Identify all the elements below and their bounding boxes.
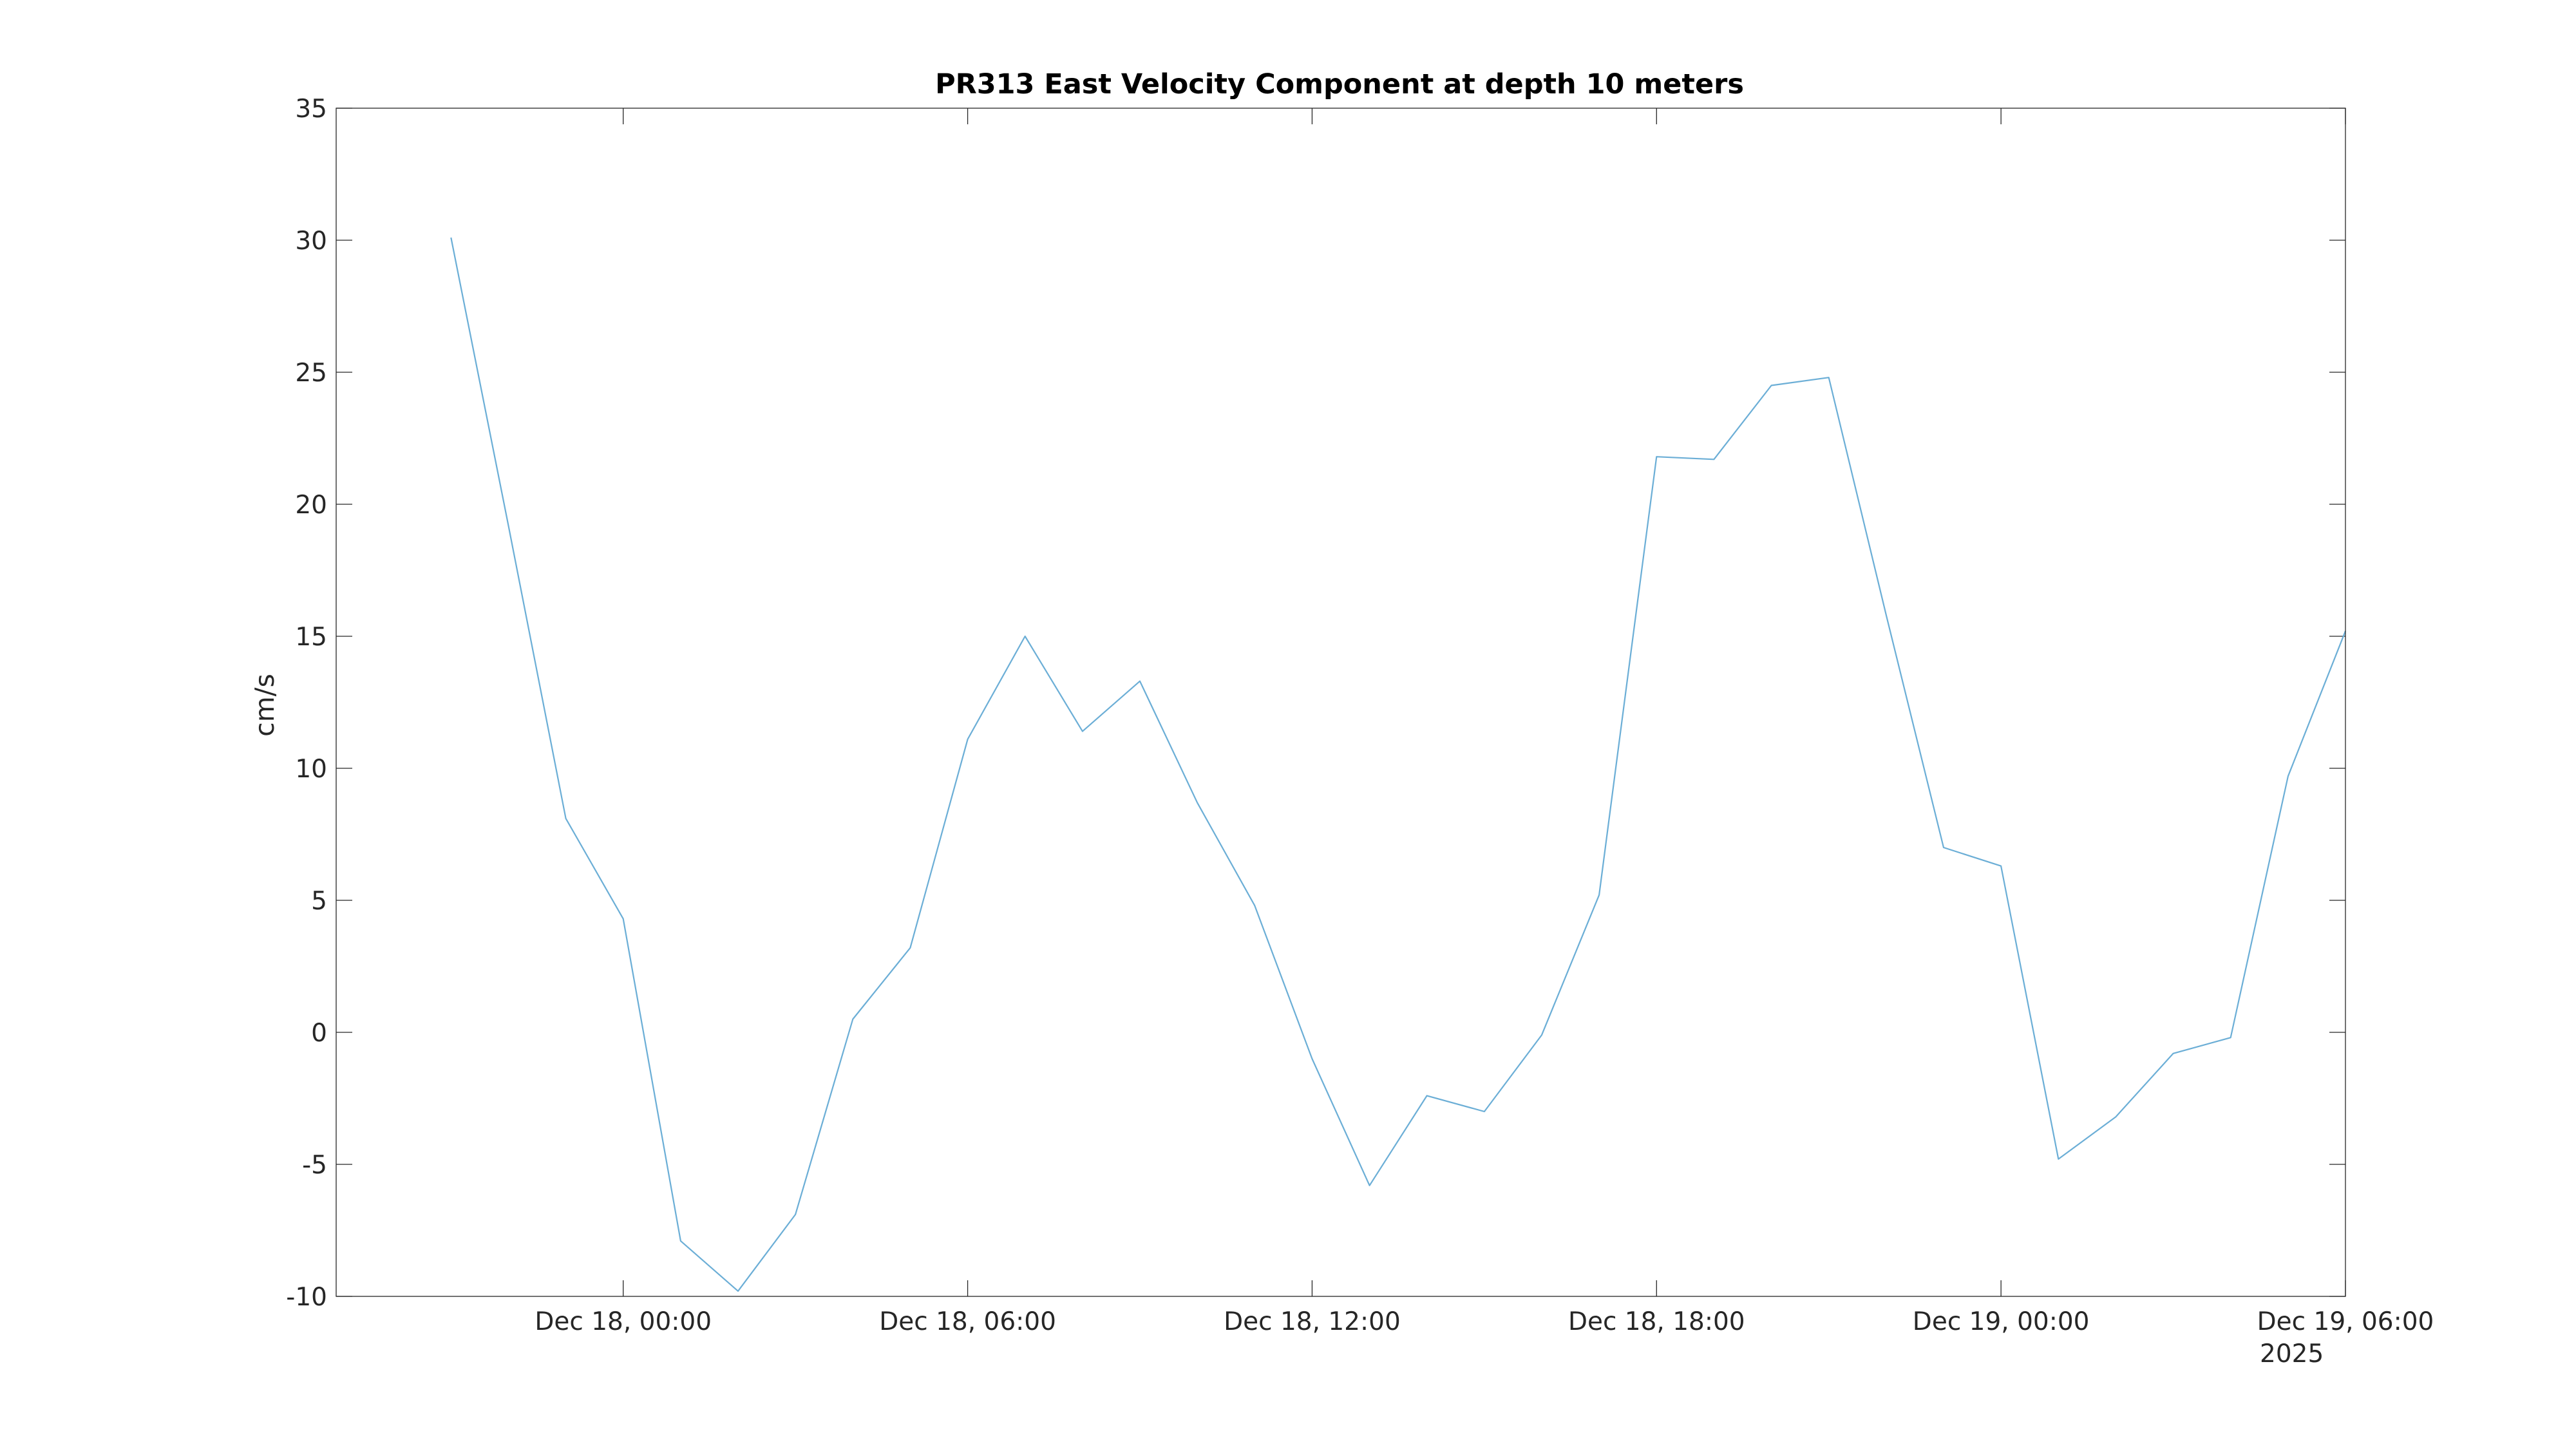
x-tick-label: Dec 19, 06:00 (2257, 1307, 2434, 1336)
y-tick-label: 30 (295, 227, 327, 256)
y-tick-label: 0 (311, 1019, 327, 1048)
y-tick-label: 15 (295, 623, 327, 652)
y-tick-label: 10 (295, 755, 327, 784)
y-axis-label: cm/s (249, 674, 280, 737)
x-tick-label: Dec 18, 12:00 (1224, 1307, 1401, 1336)
y-tick-label: -10 (286, 1283, 327, 1312)
axis-ticks (336, 108, 2346, 1297)
y-tick-label: 25 (295, 359, 327, 388)
chart-title: PR313 East Velocity Component at depth 1… (935, 68, 1744, 100)
x-tick-label: Dec 18, 06:00 (879, 1307, 1056, 1336)
x-axis-year-label: 2025 (2260, 1340, 2324, 1368)
x-tick-label: Dec 18, 18:00 (1568, 1307, 1745, 1336)
plot-frame (336, 108, 2346, 1297)
y-tick-label: -5 (302, 1151, 327, 1180)
y-tick-label: 20 (295, 491, 327, 520)
y-tick-label: 5 (311, 887, 327, 916)
x-tick-label: Dec 18, 00:00 (535, 1307, 712, 1336)
tick-labels: -10 -5 0 5 10 15 20 25 30 35 Dec 18, 00:00 Dec 18, … (286, 95, 2434, 1336)
y-tick-label: 35 (295, 95, 327, 124)
x-tick-label: Dec 19, 00:00 (1913, 1307, 2090, 1336)
series-line (450, 237, 2347, 1292)
